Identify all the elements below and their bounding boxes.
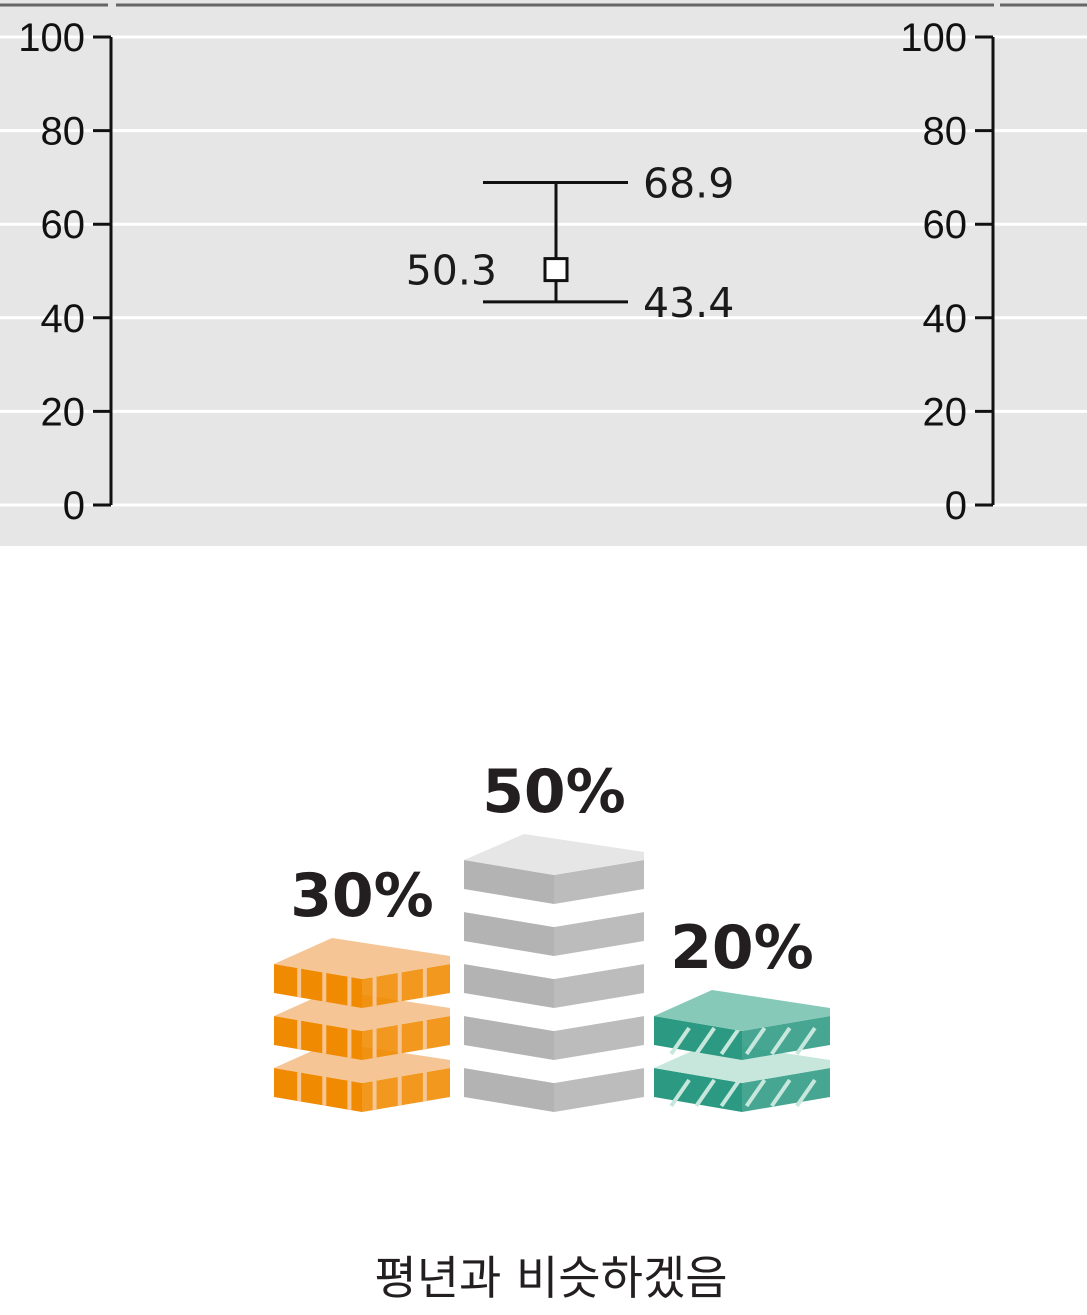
block-face-right: [554, 860, 644, 904]
right-axis-tick-label-40: 40: [923, 297, 968, 341]
block-stripe: [669, 1078, 691, 1108]
left-axis-tick-label-20: 20: [41, 390, 86, 434]
block-stripe: [770, 1026, 792, 1056]
right-axis-tick-label-20: 20: [923, 390, 968, 434]
left-axis-tick-label-60: 60: [41, 203, 86, 247]
gridlines: [0, 35, 1087, 507]
block-stack-3: 20%: [654, 913, 830, 1112]
block-stripe: [719, 1026, 742, 1056]
block-face-left: [464, 1068, 554, 1112]
range-chart: 0 20 40 60 80 100 0 20 40 60 80 100 68.9 43.4 50.3: [0, 0, 1087, 546]
block-face-left: [274, 1016, 362, 1060]
block-layer: [654, 990, 830, 1060]
block-value-label-3: 20%: [670, 913, 814, 983]
left-axis-tick-label-0: 0: [63, 484, 85, 528]
range-low-label: 43.4: [643, 279, 734, 327]
left-axis-tick-label-100: 100: [18, 16, 85, 60]
block-stack-2: 50%: [464, 757, 644, 1112]
range-marks: 68.9 43.4 50.3: [406, 160, 735, 327]
left-axis-tick-label-80: 80: [41, 110, 86, 154]
block-value-label-1: 30%: [290, 861, 434, 931]
block-face-right: [554, 912, 644, 956]
right-axis-tick-label-0: 0: [945, 484, 967, 528]
block-face-right: [362, 1068, 450, 1112]
block-face-left: [274, 964, 362, 1008]
block-layer: [274, 938, 450, 1008]
block-stripe: [744, 1026, 767, 1056]
block-bar-chart: 30% 50% 20%: [274, 757, 830, 1112]
block-layer: [464, 834, 644, 904]
block-face-right: [742, 1016, 830, 1060]
block-stripe: [770, 1078, 792, 1108]
block-face-top: [654, 990, 830, 1031]
block-face-top: [274, 938, 450, 979]
block-face-top: [464, 834, 644, 875]
right-axis-tick-label-80: 80: [923, 110, 968, 154]
block-stripe: [694, 1026, 716, 1056]
block-stripe: [719, 1078, 742, 1108]
block-face-right: [362, 964, 450, 1008]
left-axis-tick-label-40: 40: [41, 297, 86, 341]
block-face-left: [464, 860, 554, 904]
block-face-left: [464, 964, 554, 1008]
range-point-marker: [543, 257, 569, 283]
block-face-right: [554, 1016, 644, 1060]
block-stripe: [795, 1078, 817, 1108]
block-stack-1: 30%: [274, 861, 450, 1112]
block-face-left: [464, 912, 554, 956]
block-stripe: [795, 1026, 817, 1056]
range-point-label: 50.3: [406, 247, 497, 295]
block-face-right: [362, 1016, 450, 1060]
caption: 평년과 비슷하겠음: [374, 1251, 727, 1305]
block-face-right: [742, 1068, 830, 1112]
right-y-axis: 0 20 40 60 80 100: [900, 16, 995, 528]
block-stripe: [694, 1078, 716, 1108]
block-face-right: [554, 1068, 644, 1112]
block-face-right: [554, 964, 644, 1008]
right-axis-tick-label-100: 100: [900, 16, 967, 60]
block-face-left: [654, 1016, 742, 1060]
block-face-left: [274, 1068, 362, 1112]
right-axis-tick-label-60: 60: [923, 203, 968, 247]
block-value-label-2: 50%: [482, 757, 626, 827]
block-face-left: [464, 1016, 554, 1060]
range-high-label: 68.9: [643, 160, 734, 208]
block-face-left: [654, 1068, 742, 1112]
block-stripe: [669, 1026, 691, 1056]
left-y-axis: 0 20 40 60 80 100: [18, 16, 113, 528]
block-stripe: [744, 1078, 767, 1108]
